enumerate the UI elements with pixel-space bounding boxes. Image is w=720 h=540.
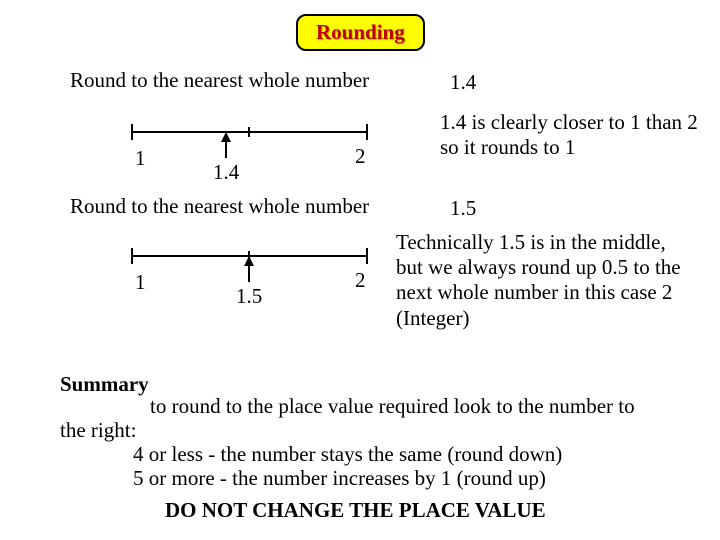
- nl2-left: 1: [135, 270, 146, 295]
- ex2-explain: Technically 1.5 is in the middle, but we…: [396, 230, 686, 331]
- nl2-point: 1.5: [236, 284, 262, 309]
- title-box: Rounding: [296, 14, 425, 51]
- nl1-right: 2: [355, 144, 366, 169]
- summary-footer: DO NOT CHANGE THE PLACE VALUE: [165, 498, 546, 523]
- nl1-left: 1: [135, 146, 146, 171]
- summary-rule2: 5 or more - the number increases by 1 (r…: [133, 466, 546, 491]
- ex2-prompt: Round to the nearest whole number: [70, 194, 369, 219]
- ex2-value: 1.5: [450, 196, 476, 221]
- nl1-point: 1.4: [213, 160, 239, 185]
- summary-heading: Summary: [60, 372, 149, 397]
- ex1-explain: 1.4 is clearly closer to 1 than 2 so it …: [440, 110, 700, 160]
- title-text: Rounding: [316, 20, 405, 44]
- summary-intro-2: the right:: [60, 418, 136, 443]
- ex1-value: 1.4: [450, 70, 476, 95]
- numberline-1: [120, 108, 380, 178]
- ex1-prompt: Round to the nearest whole number: [70, 68, 369, 93]
- summary-rule1: 4 or less - the number stays the same (r…: [133, 442, 562, 467]
- nl2-right: 2: [355, 268, 366, 293]
- summary-intro-1: to round to the place value required loo…: [150, 394, 635, 419]
